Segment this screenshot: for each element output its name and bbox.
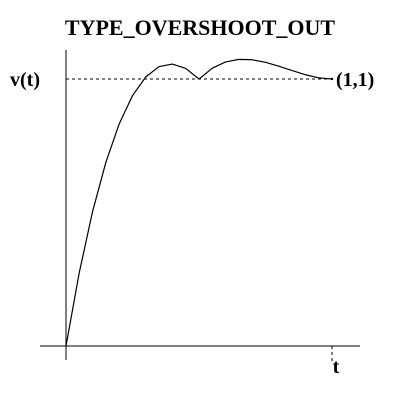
series-line xyxy=(65,58,333,347)
end-point-marker xyxy=(330,77,334,81)
x-axis-label: t xyxy=(333,356,340,378)
end-point-label: (1,1) xyxy=(336,69,374,91)
chart-title: TYPE_OVERSHOOT_OUT xyxy=(65,15,335,40)
y-axis-label: v(t) xyxy=(10,69,40,91)
